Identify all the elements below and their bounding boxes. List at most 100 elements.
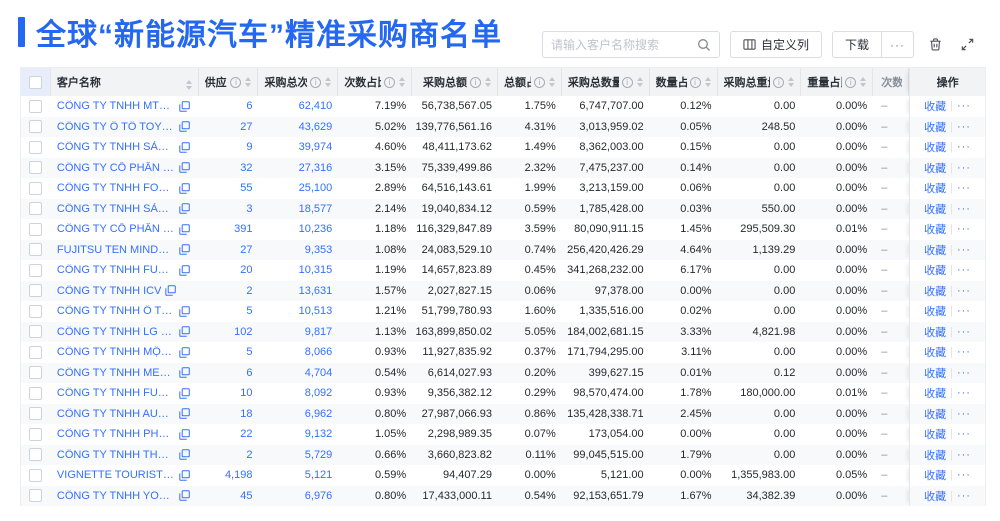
sort-icon[interactable]	[788, 77, 795, 87]
copy-icon[interactable]	[179, 428, 190, 440]
favorite-button[interactable]: 收藏	[924, 367, 947, 380]
row-checkbox-cell[interactable]	[21, 465, 51, 486]
customer-name-link[interactable]: CÔNG TY CỔ PHẦN SẢN XUẤT...	[56, 223, 175, 236]
row-checkbox[interactable]	[29, 386, 43, 400]
column-header-supplier[interactable]: 供应商i	[199, 68, 259, 96]
row-more-button[interactable]: ···	[956, 120, 971, 133]
row-more-button[interactable]: ···	[956, 387, 971, 400]
favorite-button[interactable]: 收藏	[924, 203, 947, 216]
row-more-button[interactable]: ···	[956, 489, 971, 502]
favorite-button[interactable]: 收藏	[924, 470, 947, 483]
row-checkbox-cell[interactable]	[21, 383, 51, 404]
search-icon[interactable]	[697, 38, 711, 52]
favorite-button[interactable]: 收藏	[924, 285, 947, 298]
copy-icon[interactable]	[179, 449, 190, 461]
search-input[interactable]	[550, 37, 697, 52]
row-checkbox[interactable]	[29, 468, 43, 482]
favorite-button[interactable]: 收藏	[924, 306, 947, 319]
favorite-button[interactable]: 收藏	[924, 347, 947, 360]
customer-name-link[interactable]: CÔNG TY TNHH FURUKAWA A...	[56, 387, 175, 400]
customer-name-link[interactable]: CÔNG TY TNHH ICV	[56, 284, 162, 297]
row-checkbox[interactable]	[29, 263, 43, 277]
copy-icon[interactable]	[179, 244, 190, 256]
row-more-button[interactable]: ···	[956, 346, 971, 359]
sort-icon[interactable]	[860, 77, 867, 87]
row-checkbox-cell[interactable]	[21, 322, 51, 343]
copy-icon[interactable]	[179, 223, 190, 235]
row-more-button[interactable]: ···	[956, 141, 971, 154]
row-more-button[interactable]: ···	[956, 161, 971, 174]
sort-icon[interactable]	[325, 77, 332, 87]
copy-icon[interactable]	[179, 408, 190, 420]
row-checkbox-cell[interactable]	[21, 301, 51, 322]
customer-name-link[interactable]: CÔNG TY TNHH THN AUTOPAR...	[56, 448, 175, 461]
row-checkbox[interactable]	[29, 304, 43, 318]
favorite-button[interactable]: 收藏	[924, 408, 947, 421]
row-checkbox-cell[interactable]	[21, 199, 51, 220]
customer-name-link[interactable]: CÔNG TY CỔ PHẦN SẢN XUẤT...	[56, 161, 175, 174]
row-more-button[interactable]: ···	[956, 264, 971, 277]
row-checkbox-cell[interactable]	[21, 424, 51, 445]
row-checkbox[interactable]	[29, 202, 43, 216]
row-checkbox[interactable]	[29, 407, 43, 421]
column-header-times[interactable]: 采购总次数i	[258, 68, 339, 96]
copy-icon[interactable]	[179, 490, 190, 502]
column-header-name[interactable]: 客户名称	[51, 68, 199, 96]
row-checkbox[interactable]	[29, 345, 43, 359]
customer-name-link[interactable]: CÔNG TY TNHH PHÂN PHỐI T...	[56, 428, 175, 441]
row-checkbox-cell[interactable]	[21, 96, 51, 117]
select-all-checkbox[interactable]	[28, 75, 42, 89]
row-more-button[interactable]: ···	[956, 325, 971, 338]
row-more-button[interactable]: ···	[956, 305, 971, 318]
row-checkbox-cell[interactable]	[21, 404, 51, 425]
favorite-button[interactable]: 收藏	[924, 183, 947, 196]
row-more-button[interactable]: ···	[956, 448, 971, 461]
row-checkbox-cell[interactable]	[21, 137, 51, 158]
row-checkbox[interactable]	[29, 99, 43, 113]
row-checkbox-cell[interactable]	[21, 281, 51, 302]
customer-name-link[interactable]: CÔNG TY TNHH SẢN XUẤT VÀ ...	[56, 141, 175, 154]
row-checkbox-cell[interactable]	[21, 445, 51, 466]
row-checkbox[interactable]	[29, 427, 43, 441]
favorite-button[interactable]: 收藏	[924, 224, 947, 237]
row-checkbox[interactable]	[29, 161, 43, 175]
customer-name-link[interactable]: FUJITSU TEN MINDA INDIA PVT...	[56, 243, 175, 256]
column-header-times_pct[interactable]: 次数占比i	[338, 68, 413, 96]
row-more-button[interactable]: ···	[956, 284, 971, 297]
favorite-button[interactable]: 收藏	[924, 142, 947, 155]
row-checkbox-cell[interactable]	[21, 117, 51, 138]
copy-icon[interactable]	[179, 264, 190, 276]
row-more-button[interactable]: ···	[956, 202, 971, 215]
row-checkbox-cell[interactable]	[21, 158, 51, 179]
copy-icon[interactable]	[165, 285, 177, 297]
copy-icon[interactable]	[179, 203, 190, 215]
row-more-button[interactable]: ···	[956, 100, 971, 113]
copy-icon[interactable]	[179, 346, 190, 358]
row-checkbox-cell[interactable]	[21, 260, 51, 281]
favorite-button[interactable]: 收藏	[924, 121, 947, 134]
column-header-weight[interactable]: 采购总重量i	[718, 68, 802, 96]
column-header-amount[interactable]: 采购总额 i	[412, 68, 498, 96]
favorite-button[interactable]: 收藏	[924, 162, 947, 175]
row-checkbox-cell[interactable]	[21, 219, 51, 240]
copy-icon[interactable]	[179, 367, 190, 379]
row-checkbox[interactable]	[29, 448, 43, 462]
favorite-button[interactable]: 收藏	[924, 429, 947, 442]
copy-icon[interactable]	[179, 469, 190, 481]
customer-name-link[interactable]: CÔNG TY TNHH MTV SẢN XUẤ...	[56, 100, 175, 113]
row-checkbox[interactable]	[29, 120, 43, 134]
favorite-button[interactable]: 收藏	[924, 244, 947, 257]
sort-icon[interactable]	[548, 77, 555, 87]
row-checkbox-cell[interactable]	[21, 363, 51, 384]
row-checkbox-cell[interactable]	[21, 486, 51, 507]
copy-icon[interactable]	[179, 121, 190, 133]
row-more-button[interactable]: ···	[956, 366, 971, 379]
row-checkbox[interactable]	[29, 140, 43, 154]
sort-icon[interactable]	[484, 77, 491, 87]
column-header-qty_pct[interactable]: 数量占比i	[650, 68, 718, 96]
customer-name-link[interactable]: CÔNG TY TNHH AUTEL VIỆT N...	[56, 407, 175, 420]
customer-name-link[interactable]: CÔNG TY TNHH MERCEDES–B...	[56, 366, 175, 379]
row-checkbox[interactable]	[29, 489, 43, 503]
sort-icon[interactable]	[704, 77, 711, 87]
customer-name-link[interactable]: CÔNG TY TNHH MỘT THÀNH V...	[56, 346, 175, 359]
